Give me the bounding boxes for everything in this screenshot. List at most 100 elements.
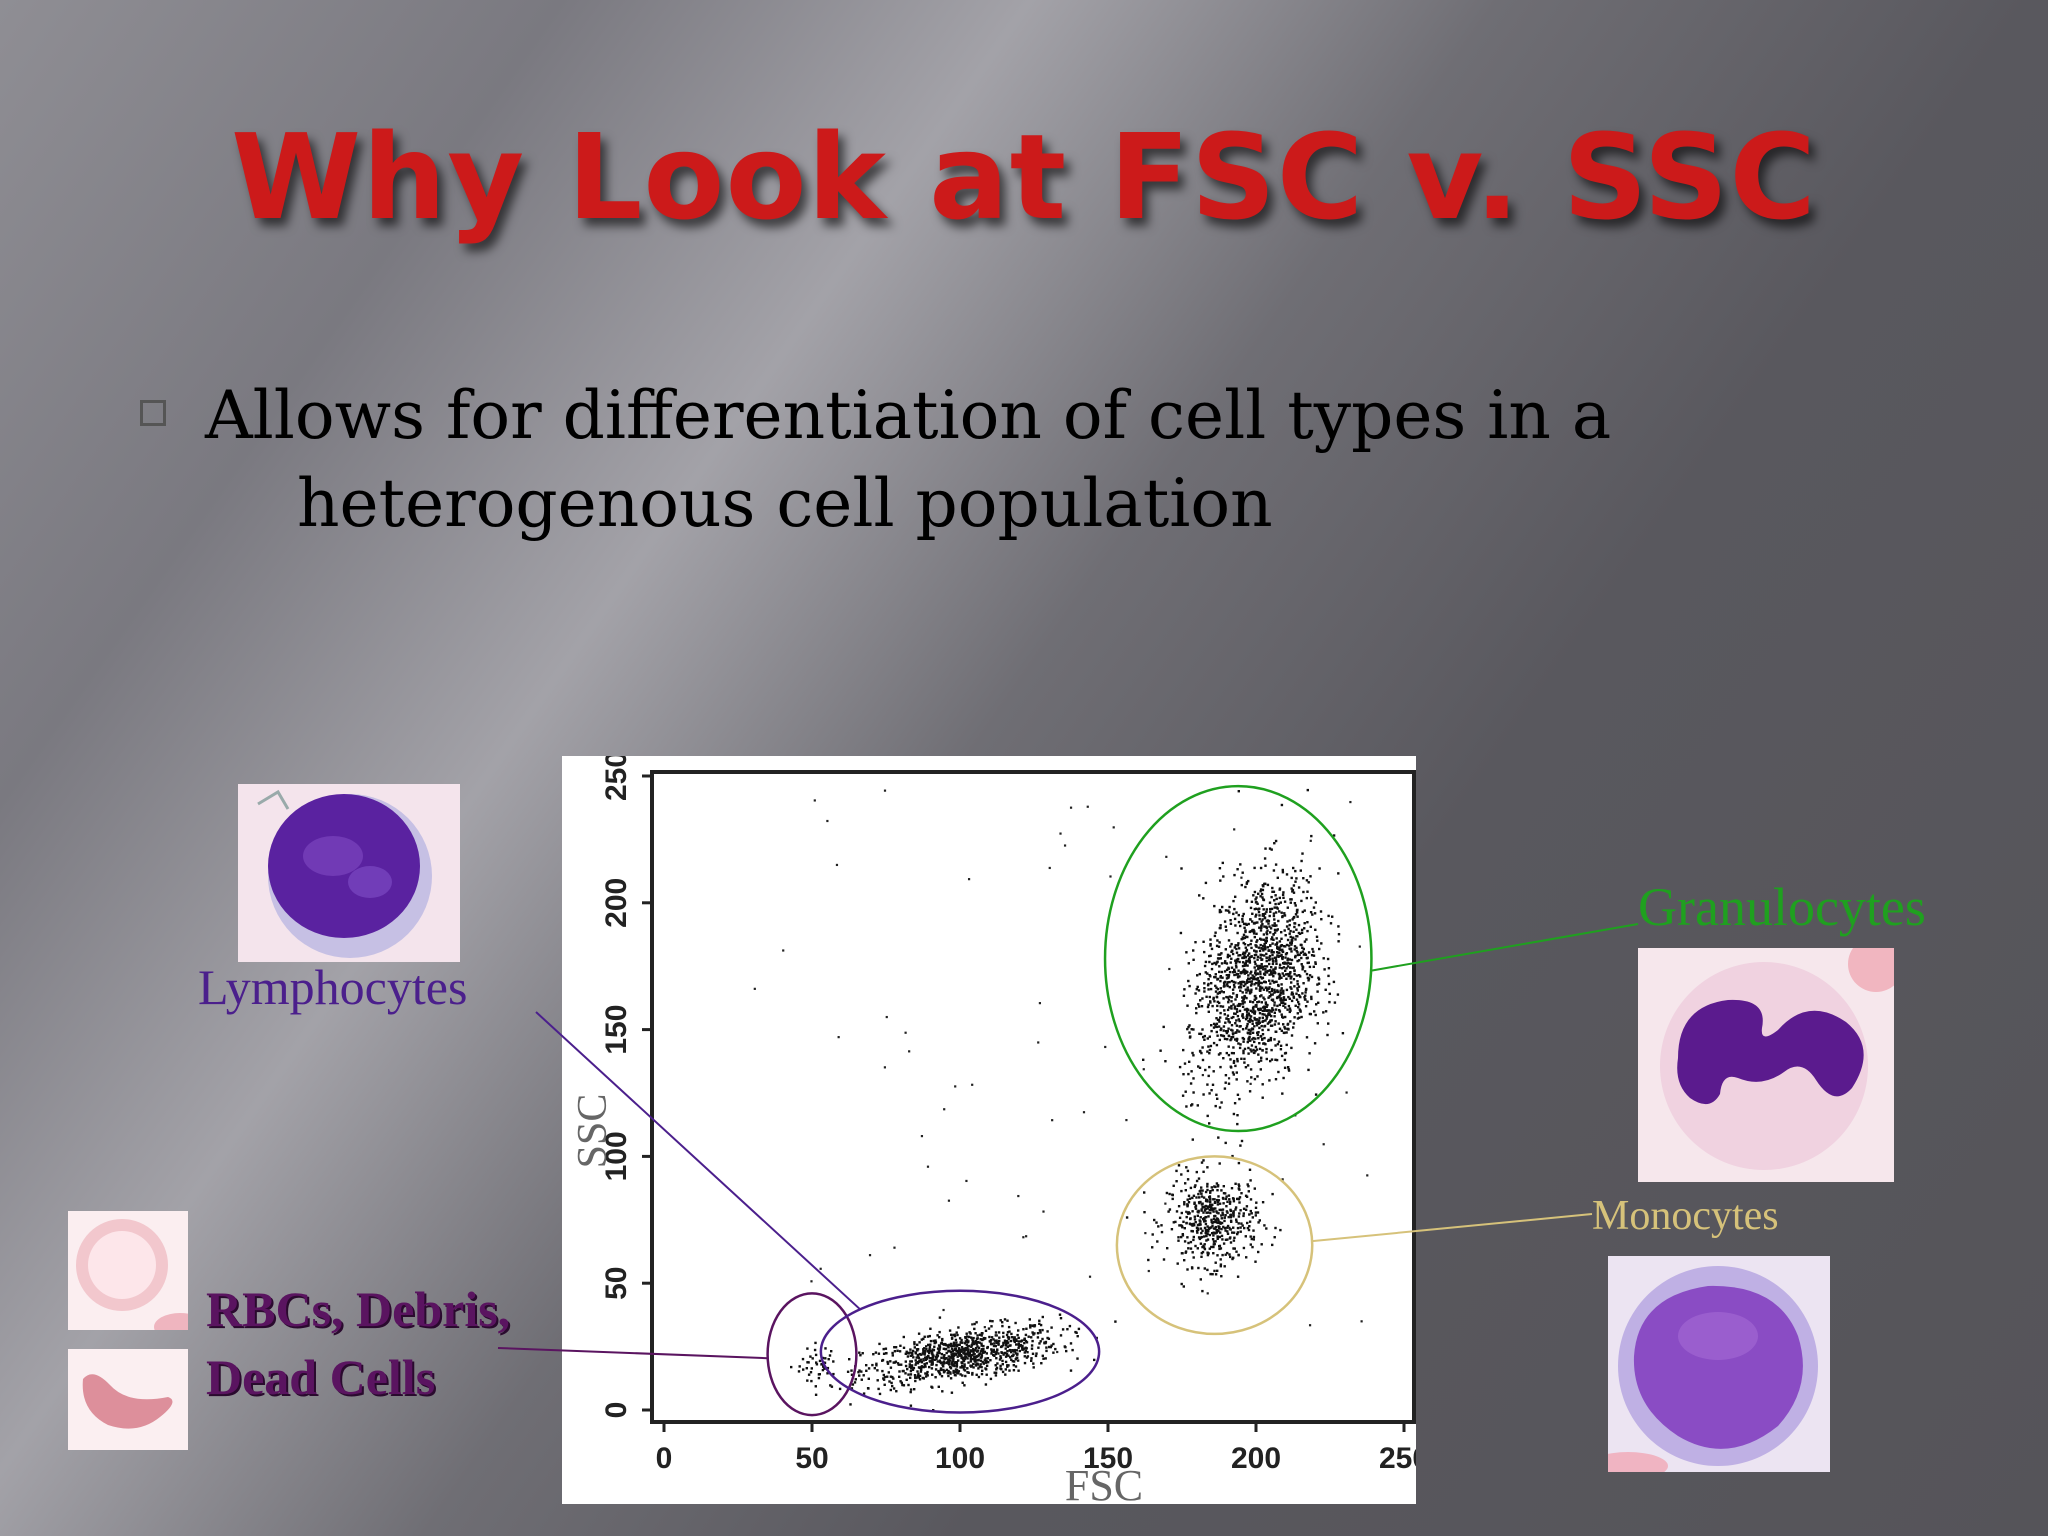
data-point — [1046, 1330, 1049, 1333]
data-point — [909, 1360, 912, 1363]
data-point — [1086, 805, 1089, 808]
data-point — [1199, 1236, 1202, 1239]
data-point — [976, 1334, 979, 1337]
data-point — [1227, 998, 1231, 1001]
data-point — [1267, 1009, 1271, 1012]
data-point — [1222, 1202, 1225, 1205]
data-point — [1254, 898, 1257, 901]
data-point — [923, 1335, 926, 1338]
data-point — [989, 1359, 992, 1362]
data-point — [1224, 1214, 1227, 1217]
data-point — [976, 1362, 979, 1365]
data-point — [1217, 1136, 1220, 1139]
data-point — [947, 1362, 950, 1365]
data-point — [1216, 1018, 1220, 1021]
data-point — [883, 1383, 886, 1386]
data-point — [1147, 1269, 1150, 1273]
data-point — [1293, 1016, 1296, 1019]
data-point — [1172, 1184, 1175, 1187]
data-point — [1210, 1226, 1213, 1229]
data-point — [1276, 990, 1280, 993]
data-point — [1238, 1097, 1241, 1101]
data-point — [849, 1403, 852, 1406]
data-point — [980, 1342, 983, 1345]
data-point — [810, 1379, 813, 1383]
data-point — [1052, 1351, 1055, 1354]
data-point — [1253, 866, 1256, 870]
data-point — [924, 1375, 928, 1378]
data-point — [1306, 929, 1309, 933]
data-point — [1256, 1033, 1259, 1037]
data-point — [1231, 971, 1235, 974]
data-point — [1225, 1195, 1228, 1198]
data-point — [1232, 1046, 1235, 1049]
data-point — [1261, 1049, 1264, 1052]
data-point — [885, 1352, 888, 1355]
data-point — [797, 1370, 801, 1373]
data-point — [1246, 1226, 1250, 1230]
data-point — [1255, 940, 1258, 944]
data-point — [1282, 962, 1285, 965]
data-point — [995, 1357, 998, 1360]
data-point — [986, 1357, 990, 1360]
data-point — [1201, 1229, 1204, 1232]
data-point — [1297, 1003, 1301, 1006]
data-point — [1292, 1022, 1296, 1025]
data-point — [1297, 959, 1301, 962]
data-point — [1270, 993, 1273, 996]
data-point — [1322, 1011, 1325, 1014]
data-point — [972, 1366, 975, 1369]
data-point — [952, 1352, 955, 1355]
data-point — [957, 1359, 960, 1362]
data-point — [1278, 948, 1281, 951]
data-point — [961, 1361, 964, 1364]
data-point — [1211, 962, 1214, 966]
data-point — [1284, 956, 1287, 959]
data-point — [934, 1355, 938, 1359]
data-point — [1194, 941, 1197, 944]
data-point — [1024, 1333, 1028, 1337]
data-point — [908, 1351, 912, 1354]
data-point — [1231, 1154, 1234, 1158]
data-point — [1254, 1049, 1257, 1053]
data-point — [1305, 972, 1309, 976]
data-point — [1259, 972, 1262, 976]
data-point — [1215, 944, 1219, 948]
data-point — [877, 1352, 881, 1355]
data-point — [1263, 1036, 1266, 1040]
data-point — [953, 1334, 957, 1338]
data-point — [1191, 1251, 1194, 1254]
data-point — [971, 1339, 975, 1343]
data-point — [1215, 1231, 1218, 1234]
data-point — [1017, 1194, 1020, 1198]
data-point — [1218, 1020, 1221, 1023]
data-point — [951, 1363, 954, 1366]
data-point — [1229, 919, 1232, 922]
data-point — [1260, 1024, 1263, 1028]
data-point — [1212, 997, 1215, 1001]
data-point — [1255, 987, 1258, 990]
data-point — [898, 1370, 901, 1373]
data-point — [1030, 1357, 1033, 1360]
data-point — [900, 1381, 903, 1384]
data-point — [1280, 1001, 1283, 1004]
data-point — [1259, 1008, 1262, 1011]
data-point — [1032, 1366, 1035, 1369]
data-point — [1232, 1200, 1236, 1203]
data-point — [932, 1348, 935, 1352]
data-point — [977, 1375, 981, 1379]
data-point — [1245, 1015, 1248, 1018]
data-point — [1192, 1077, 1195, 1080]
data-point — [1004, 1368, 1007, 1371]
data-point — [1024, 1349, 1028, 1352]
dead-cell-image — [68, 1349, 188, 1450]
data-point — [995, 1368, 998, 1371]
data-point — [1199, 1220, 1202, 1223]
data-point — [809, 1371, 813, 1374]
data-point — [1026, 1355, 1030, 1358]
data-point — [1221, 861, 1224, 865]
data-point — [1297, 994, 1301, 997]
data-point — [1279, 993, 1282, 997]
data-point — [1025, 1356, 1029, 1359]
data-point — [1291, 991, 1294, 994]
